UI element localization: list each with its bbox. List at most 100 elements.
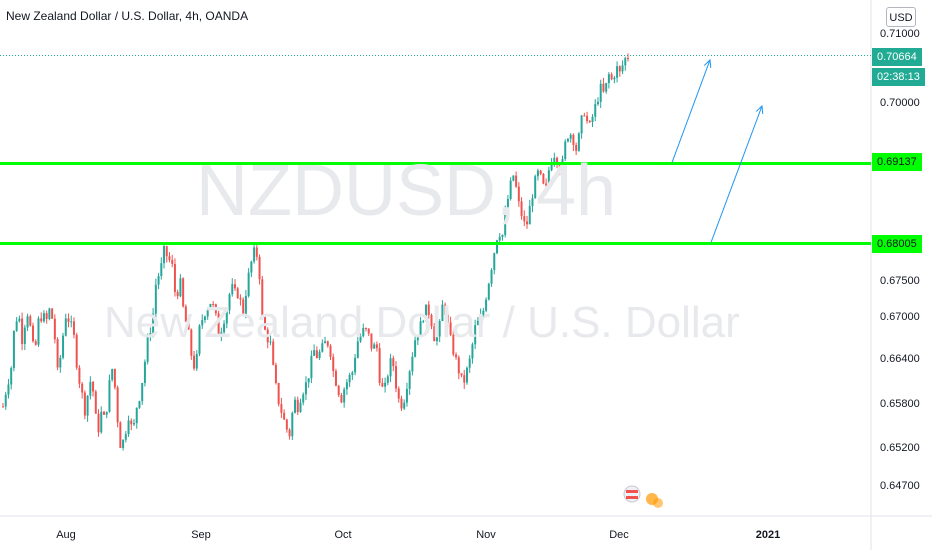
candle-body [168,256,171,260]
candle-body [242,299,245,315]
candle-body [438,321,441,337]
candle-body [141,382,144,402]
x-tick-label: Nov [476,529,496,541]
y-tick-label: 0.64700 [880,480,920,492]
y-tick-label: 0.65800 [880,398,920,410]
candle-body [482,310,485,315]
candle-body [83,392,86,416]
candle-body [384,382,387,387]
candle-body [315,350,318,359]
candle-body [517,186,520,202]
candle-body [56,339,59,368]
candle-body [15,321,18,331]
candle-body [89,381,92,396]
candle-body [72,321,75,335]
y-tick-label: 0.67500 [880,275,920,287]
candle-body [239,298,242,300]
candle-body [53,318,56,340]
candle-body [105,411,108,415]
candle-body [201,319,204,326]
candle-body [340,395,343,403]
candle-body [302,394,305,403]
candle-body [425,304,428,322]
candle-body [195,353,198,369]
candle-body [198,325,201,354]
candle-body [64,318,67,336]
candle-body [285,419,288,430]
candle-body [348,375,351,383]
candle-body [233,284,236,289]
candle-body [70,321,73,323]
candle-body [264,316,267,330]
candle-body [441,304,444,322]
candle-body [288,429,291,437]
candle-body [143,361,146,383]
x-tick-label: Aug [56,529,76,541]
candle-body [468,358,471,368]
candle-body [334,370,337,386]
candle-body [138,401,141,408]
candle-body [94,391,97,414]
candle-body [81,383,84,393]
candle-body [501,234,504,237]
last-price-tag: 0.70664 [872,48,922,66]
candle-body [621,65,624,72]
candle-body [280,404,283,413]
candle-body [389,358,392,377]
candle-body [283,412,286,420]
candle-body [296,399,299,413]
candle-body [602,83,605,92]
candle-body [29,316,32,326]
candle-body [465,367,468,383]
candle-body [547,170,550,186]
candle-body [133,423,136,425]
candle-body [10,368,13,385]
projection-arrow [671,59,711,163]
candle-body [588,120,591,122]
candle-body [62,335,65,358]
candle-body [416,336,419,341]
candle-body [18,318,21,322]
candle-body [370,333,373,349]
candle-body [444,304,447,315]
candle-body [244,295,247,315]
candle-body [313,350,316,356]
candle-body [187,321,190,330]
candle-body [594,104,597,117]
candle-body [531,198,534,207]
candle-body [258,256,261,280]
candle-body [4,394,7,407]
candle-body [386,376,389,383]
candle-body [504,211,507,235]
candle-body [173,263,176,292]
x-tick-label: Sep [191,529,211,541]
candle-body [108,379,111,412]
candle-body [26,316,29,328]
candle-body [506,198,509,212]
candle-body [359,336,362,342]
candle-body [452,334,455,355]
candle-body [356,341,359,358]
events-flag-icon [623,485,641,503]
candle-body [414,340,417,357]
candle-body [397,388,400,399]
projection-arrow [710,105,763,243]
candle-body [152,313,155,334]
candle-body [130,420,133,425]
candle-body [269,341,272,343]
candle-body [21,318,24,345]
candle-body [572,134,575,145]
candle-body [367,328,370,334]
candle-body [515,175,518,187]
candle-body [345,382,348,390]
candle-body [479,314,482,321]
candle-body [318,351,321,359]
candle-body [463,375,466,383]
candle-body [86,395,89,416]
candle-body [493,253,496,270]
candle-body [324,341,327,344]
candle-body [135,407,138,424]
currency-button[interactable]: USD [886,7,916,27]
candle-body [2,406,4,408]
candle-body [460,373,463,376]
